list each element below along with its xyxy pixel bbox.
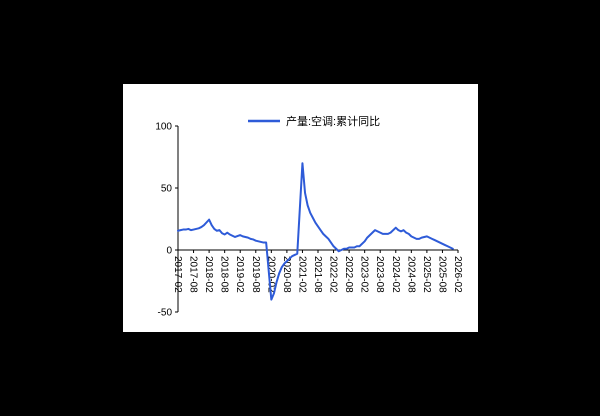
x-tick-label: 2023-02 (359, 256, 370, 293)
x-tick-label: 2018-08 (219, 256, 230, 293)
line-chart: 产量:空调:累计同比 100 50 0 -50 2017-02 2017-08 2018-… (155, 114, 463, 319)
x-tick-label: 2017-08 (188, 256, 199, 293)
x-tick-label: 2022-02 (328, 256, 339, 293)
x-tick-label: 2020-08 (281, 256, 292, 293)
x-tick-label: 2021-08 (312, 256, 323, 293)
x-axis: 2017-02 2017-08 2018-02 2018-08 2019-02 2019-… (172, 249, 463, 293)
x-tick-label: 2019-02 (234, 256, 245, 293)
x-tick-label: 2024-08 (405, 256, 416, 293)
legend-label: 产量:空调:累计同比 (286, 114, 380, 128)
x-axis-ticks: 2017-02 2017-08 2018-02 2018-08 2019-02 2019-… (172, 250, 463, 293)
x-tick-label: 2024-02 (390, 256, 401, 293)
legend: 产量:空调:累计同比 (248, 114, 380, 128)
x-tick-label: 2020-02 (265, 256, 276, 293)
chart-panel: 产量:空调:累计同比 100 50 0 -50 2017-02 2017-08 2018-… (123, 84, 478, 332)
x-tick-label: 2022-08 (343, 256, 354, 293)
series-line (177, 162, 454, 301)
y-tick-label: 50 (161, 184, 173, 195)
y-tick-label: 0 (166, 246, 172, 257)
x-tick-label: 2018-02 (203, 256, 214, 293)
x-tick-label: 2017-02 (172, 256, 183, 293)
y-tick-label: -50 (158, 308, 173, 319)
x-tick-label: 2019-08 (250, 256, 261, 293)
y-tick-label: 100 (155, 122, 172, 133)
x-tick-label: 2023-08 (374, 256, 385, 293)
x-tick-label: 2025-02 (421, 256, 432, 293)
x-tick-label: 2025-08 (436, 256, 447, 293)
x-tick-label: 2021-02 (296, 256, 307, 293)
x-tick-label: 2026-02 (452, 256, 463, 293)
